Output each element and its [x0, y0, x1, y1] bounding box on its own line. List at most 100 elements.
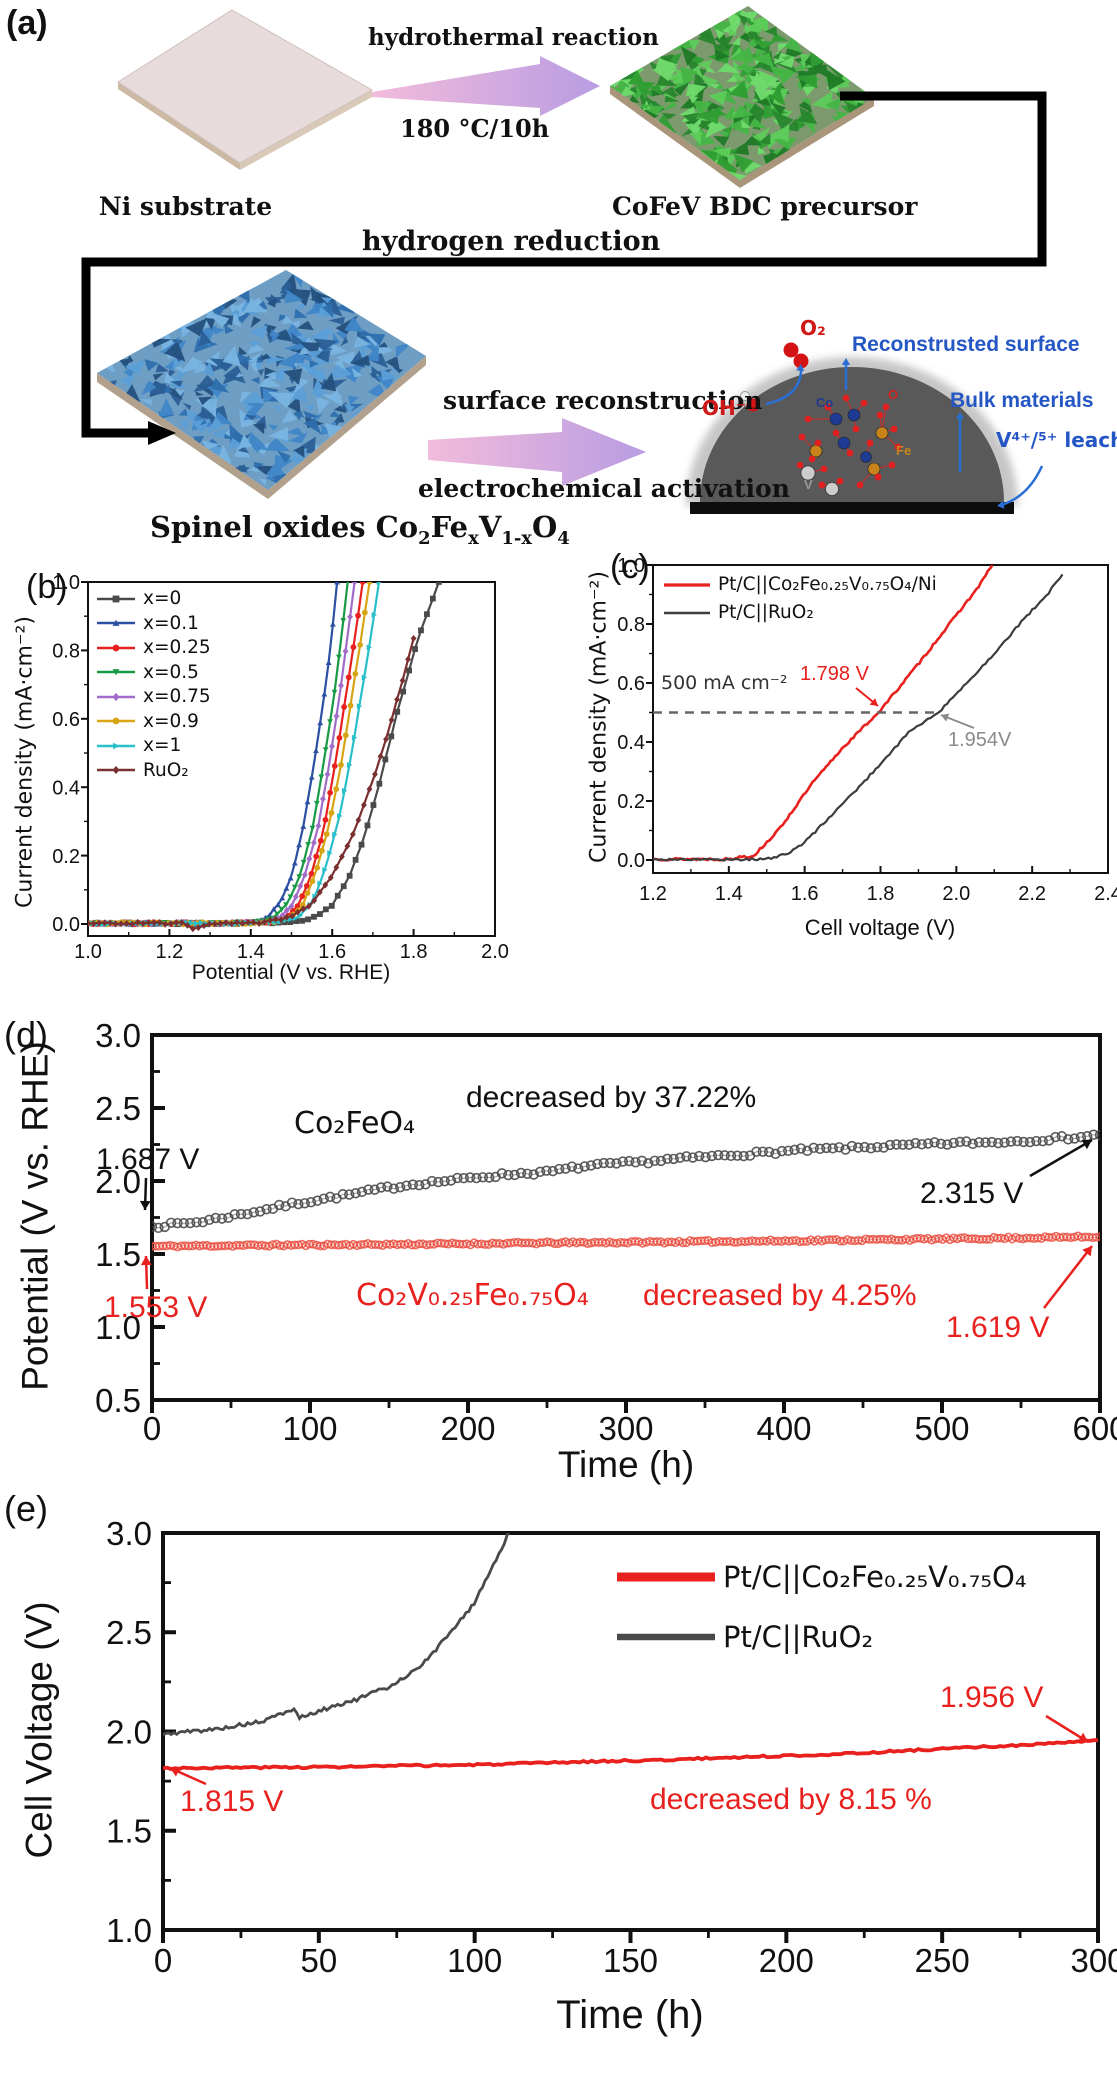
tick-label: 1.4 [237, 941, 265, 963]
step-hydrogen-reduction-label: hydrogen reduction [362, 226, 661, 257]
legend-item-RuO₂: RuO₂ [96, 760, 211, 781]
tick-label: 200 [440, 1410, 495, 1447]
panel-e-legend: Pt/C||Co₂Fe₀.₂₅V₀.₇₅O₄ Pt/C||RuO₂ [616, 1560, 1026, 1680]
tick-label: 0 [154, 1942, 172, 1979]
panel-c-legend: Pt/C||Co₂Fe₀.₂₅V₀.₇₅O₄/Ni Pt/C||RuO₂ [663, 574, 937, 630]
legend-item-c1: Pt/C||RuO₂ [663, 602, 937, 623]
legend-swatch [97, 765, 135, 775]
tick-label: 0.6 [617, 673, 645, 695]
legend-swatch [617, 1633, 715, 1641]
legend-swatch [97, 742, 135, 749]
tick-label: 1.0 [617, 555, 645, 577]
tick-label: 1.2 [155, 941, 183, 963]
legend-label: Pt/C||Co₂Fe₀.₂₅V₀.₇₅O₄ [723, 1560, 1027, 1594]
panel-d-ylabel: Potential (V vs. RHE) [14, 1041, 56, 1391]
tick-label: 300 [1070, 1942, 1117, 1979]
panel-a-label: (a) [6, 4, 48, 42]
tick-label: 0.0 [617, 850, 645, 872]
tick-label: 1.8 [867, 883, 895, 905]
tick-label: 0.2 [52, 846, 80, 868]
panel-e-series [163, 1533, 1098, 1772]
step-hydrothermal-label: hydrothermal reaction [368, 24, 659, 51]
panel-c-series [653, 565, 1064, 862]
tick-label: 2.5 [95, 1090, 141, 1127]
panel-d-red-end-annotation: 1.619 V [946, 1311, 1050, 1344]
tick-label: 200 [759, 1942, 814, 1979]
tick-label: 400 [756, 1410, 811, 1447]
legend-label: Pt/C||RuO₂ [718, 602, 814, 623]
tick-label: 100 [282, 1410, 337, 1447]
legend-swatch [97, 619, 135, 626]
tick-label: 2.0 [942, 883, 970, 905]
panel-b-label: (b) [26, 568, 68, 606]
panel-d-series [152, 1129, 1100, 1252]
tick-label: 600 [1072, 1410, 1117, 1447]
legend-label: Pt/C||RuO₂ [723, 1620, 874, 1654]
legend-item-e1: Pt/C||RuO₂ [616, 1620, 1026, 1654]
tick-label: 0 [143, 1410, 161, 1447]
tick-label: 0.8 [617, 614, 645, 636]
legend-label: x=0.25 [143, 637, 211, 658]
panel-b-axes: 1.0 1.2 1.4 1.6 1.8 2.0 0.0 0.2 0.4 0.6 0.8 1.0 [52, 572, 509, 963]
panel-c-ylabel: Current density (mA·cm⁻²) [586, 571, 612, 863]
legend-label: x=1 [143, 735, 182, 756]
panel-d-axes: 0 100 200 300 400 500 600 0.5 1.0 1.5 2.0 2.5 3.0 [95, 1017, 1117, 1447]
legend-item-x=1: x=1 [96, 735, 211, 756]
panel-e-ylabel: Cell Voltage (V) [18, 1601, 60, 1859]
condition-label: 180 °C/10h [400, 114, 550, 143]
tick-label: 1.5 [95, 1236, 141, 1273]
tick-label: 1.6 [791, 883, 819, 905]
tick-label: 150 [603, 1942, 658, 1979]
legend-label: Pt/C||Co₂Fe₀.₂₅V₀.₇₅O₄/Ni [718, 574, 937, 595]
tick-label: 1.2 [639, 883, 667, 905]
panel-e-red-note: decreased by 8.15 % [650, 1783, 932, 1816]
legend-item-c0: Pt/C||Co₂Fe₀.₂₅V₀.₇₅O₄/Ni [663, 574, 937, 595]
panel-b-series [88, 582, 442, 933]
v-leaching-label: V⁴⁺/⁵⁺ leaching [996, 428, 1117, 452]
oh-label: OH⁻ [702, 396, 747, 420]
panel-e-label: (e) [4, 1488, 48, 1529]
tick-label: 0.5 [95, 1382, 141, 1419]
tick-label: 0.0 [52, 914, 80, 936]
tick-label: 1.0 [95, 1309, 141, 1346]
o2-label: O₂ [800, 316, 826, 340]
precursor-label: CoFeV BDC precursor [612, 192, 918, 221]
tick-label: 50 [300, 1942, 337, 1979]
substrate-label: Ni substrate [98, 192, 273, 221]
atom-o-label: O [888, 387, 899, 402]
tick-label: 3.0 [106, 1515, 152, 1552]
tick-label: 0.4 [52, 777, 80, 799]
panel-d-red-series-name: Co₂V₀.₂₅Fe₀.₇₅O₄ [356, 1278, 589, 1313]
panel-d-red-note: decreased by 4.25% [643, 1279, 917, 1312]
tick-label: 1.4 [715, 883, 743, 905]
panel-d-label: (d) [4, 1014, 48, 1055]
panel-c-black-voltage-annotation: 1.954V [948, 729, 1012, 751]
legend-label: x=0 [143, 588, 182, 609]
atom-v-label: V [804, 477, 813, 492]
tick-label: 1.5 [106, 1813, 152, 1850]
tick-label: 2.4 [1094, 883, 1117, 905]
panel-c-label: (c) [610, 548, 650, 586]
legend-swatch [97, 669, 135, 676]
legend-item-x=0.1: x=0.1 [96, 613, 211, 634]
product-label: Spinel oxides Co2FexV1-xO4 [150, 510, 570, 549]
legend-swatch [97, 595, 135, 602]
legend-swatch [97, 717, 135, 725]
legend-item-x=0.25: x=0.25 [96, 637, 211, 658]
legend-label: x=0.9 [143, 710, 199, 732]
panel-b-legend: x=0 x=0.1 x=0.25 x=0.5 x=0.75 x=0.9 x=1 RuO₂ [96, 588, 211, 784]
panel-e-xlabel: Time (h) [556, 1993, 704, 2037]
legend-label: x=0.75 [143, 686, 211, 707]
legend-swatch [97, 644, 135, 651]
legend-swatch [617, 1572, 715, 1582]
legend-swatch [664, 582, 710, 587]
tick-label: 1.0 [74, 941, 102, 963]
panel-b-xlabel: Potential (V vs. RHE) [191, 961, 391, 984]
panel-d-black-start-annotation: 1.687 V [96, 1143, 200, 1176]
legend-label: x=0.5 [143, 661, 199, 683]
tick-label: 2.2 [1018, 883, 1046, 905]
tick-label: 1.6 [318, 941, 346, 963]
reconstructed-surface-label: Reconstrusted surface [852, 333, 1080, 356]
atom-fe-label: Fe [896, 443, 912, 458]
